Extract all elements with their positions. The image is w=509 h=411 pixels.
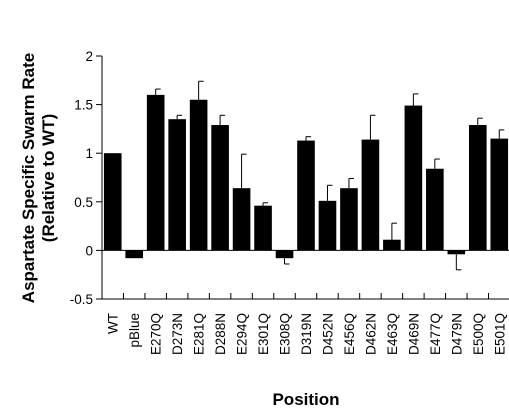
x-tick-label: E501Q xyxy=(492,313,507,355)
bar xyxy=(297,140,315,251)
bar xyxy=(361,139,380,251)
bar xyxy=(232,188,251,251)
y-axis-title-line2: (Relative to WT) xyxy=(39,114,58,242)
x-tick-label: E294Q xyxy=(235,313,250,355)
y-tick-label: 0.5 xyxy=(74,195,93,210)
x-tick-label: D273N xyxy=(170,313,185,355)
bar xyxy=(340,188,358,251)
bar xyxy=(189,99,208,251)
x-tick-label: E308Q xyxy=(278,313,293,355)
y-tick-label: -0.5 xyxy=(70,292,93,307)
bar xyxy=(468,125,487,251)
x-tick-label: E281Q xyxy=(192,313,207,355)
x-tick-label: E270Q xyxy=(149,313,164,355)
bar xyxy=(447,250,466,255)
x-axis-title: Position xyxy=(272,390,339,409)
y-tick-label: 1 xyxy=(85,146,93,161)
bar xyxy=(404,105,423,251)
bar xyxy=(125,250,144,259)
bar xyxy=(211,125,229,251)
y-tick-label: 1.5 xyxy=(74,98,93,113)
x-tick-label: D479N xyxy=(449,313,464,355)
x-tick-label: E301Q xyxy=(256,313,271,355)
x-tick-label: D469N xyxy=(406,313,421,355)
x-tick-label: E463Q xyxy=(385,313,400,355)
bar xyxy=(168,119,186,251)
bar xyxy=(275,250,294,259)
x-tick-label: E500Q xyxy=(471,313,486,355)
x-tick-label: D319N xyxy=(299,313,314,355)
y-tick-label: 2 xyxy=(85,49,93,64)
x-tick-label: WT xyxy=(106,313,121,334)
x-tick-label: D462N xyxy=(363,313,378,355)
x-tick-label: D452N xyxy=(320,313,335,355)
bar xyxy=(490,138,509,251)
bar xyxy=(146,94,165,251)
y-tick-label: 0 xyxy=(85,243,93,258)
x-tick-label: E477Q xyxy=(428,313,443,355)
y-axis-title-line1: Aspartate Specific Swarm Rate xyxy=(19,53,38,303)
bar xyxy=(254,205,272,251)
x-tick-label: pBlue xyxy=(127,313,142,348)
y-axis-title: Aspartate Specific Swarm Rate (Relative … xyxy=(19,53,58,303)
bar xyxy=(426,168,444,251)
x-tick-label: E456Q xyxy=(342,313,357,355)
bar xyxy=(103,153,122,251)
x-tick-label: D288N xyxy=(213,313,228,355)
bar xyxy=(383,239,401,251)
plot-area: -0.5 0 0.5 1 1.5 2 WT pBlue E270Q D273N E281Q D288N… xyxy=(70,49,509,355)
bar xyxy=(318,200,337,251)
